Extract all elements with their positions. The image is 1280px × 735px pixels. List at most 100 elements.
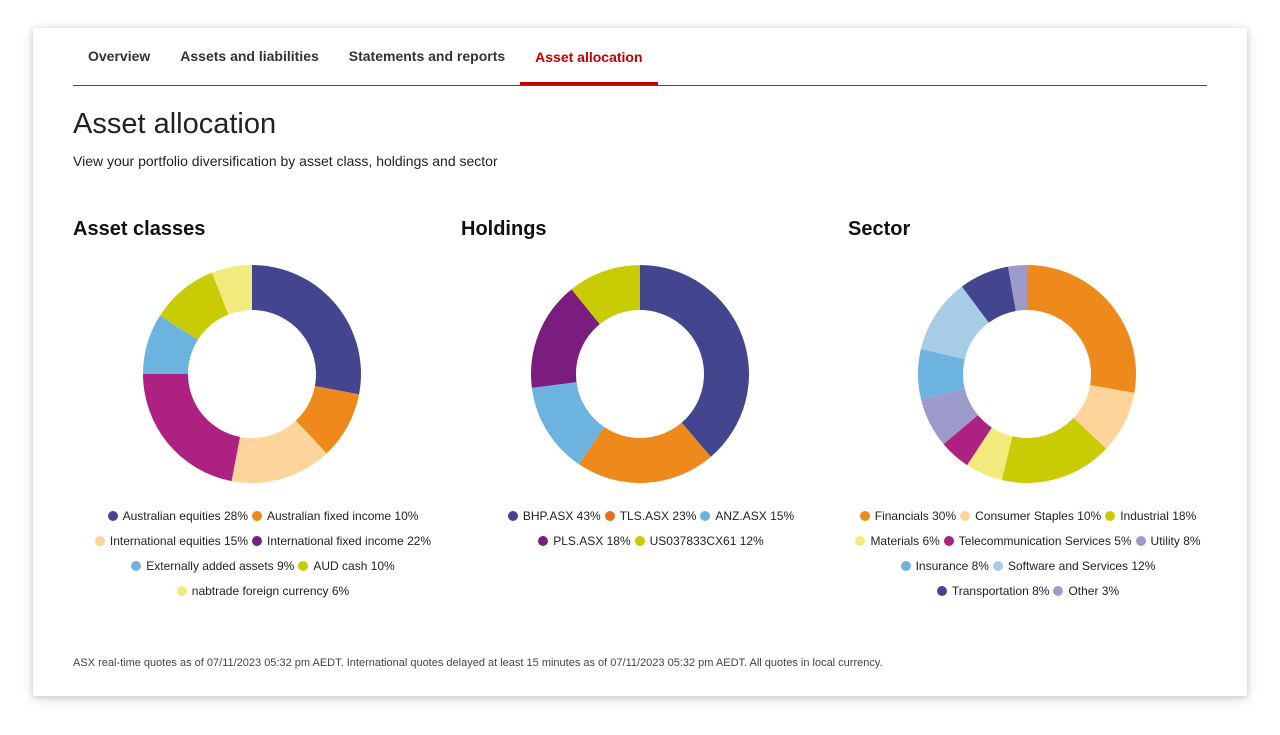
legend-row: Transportation 8% Other 3% — [828, 579, 1228, 604]
asset-classes-legend: Australian equities 28% Australian fixed … — [63, 504, 463, 604]
legend-item-anz-asx: ANZ.ASX 15% — [700, 504, 794, 529]
legend-item-aud-cash: AUD cash 10% — [298, 554, 395, 579]
legend-dot-icon — [992, 561, 1003, 571]
legend-dot-icon — [176, 586, 187, 596]
legend-row: International equities 15% International … — [63, 529, 463, 554]
legend-label: nabtrade foreign currency 6% — [191, 584, 350, 598]
legend-label: Software and Services 12% — [1007, 559, 1156, 573]
slice-anz-asx[interactable] — [531, 382, 605, 465]
legend-dot-icon — [94, 536, 105, 546]
slice-software-and-services[interactable] — [920, 286, 989, 360]
legend-label: Telecommunication Services 5% — [958, 534, 1132, 548]
holdings-legend: BHP.ASX 43% TLS.ASX 23% ANZ.ASX 15% PLS.ASX… — [451, 504, 851, 554]
legend-dot-icon — [900, 561, 911, 571]
quotes-footnote: ASX real-time quotes as of 07/11/2023 05… — [73, 657, 883, 669]
page-subtitle: View your portfolio diversification by a… — [73, 153, 498, 169]
legend-item-materials: Materials 6% — [855, 529, 940, 554]
legend-label: Consumer Staples 10% — [975, 509, 1102, 523]
legend-dot-icon — [855, 536, 866, 546]
legend-label: US037833CX61 12% — [649, 534, 764, 548]
slice-aud-cash[interactable] — [159, 272, 229, 340]
legend-label: Industrial 18% — [1120, 509, 1197, 523]
legend-label: AUD cash 10% — [313, 559, 395, 573]
slice-industrial[interactable] — [1001, 417, 1107, 483]
asset-allocation-card: Overview Assets and liabilities Statemen… — [33, 28, 1247, 696]
legend-row: nabtrade foreign currency 6% — [63, 579, 463, 604]
slice-other[interactable] — [1008, 265, 1027, 311]
sector-legend: Financials 30% Consumer Staples 10% Indust… — [828, 504, 1228, 604]
legend-row: Australian equities 28% Australian fixed … — [63, 504, 463, 529]
legend-item-nabtrade-foreign-currency: nabtrade foreign currency 6% — [176, 579, 350, 604]
legend-dot-icon — [700, 511, 711, 521]
legend-item-australian-fixed-income: Australian fixed income 10% — [252, 504, 418, 529]
slice-insurance[interactable] — [918, 348, 965, 400]
slice-materials[interactable] — [967, 427, 1013, 481]
slice-financials[interactable] — [1027, 265, 1136, 393]
slice-australian-equities[interactable] — [252, 265, 361, 395]
legend-dot-icon — [1135, 536, 1146, 546]
legend-dot-icon — [1105, 511, 1116, 521]
legend-dot-icon — [943, 536, 954, 546]
legend-dot-icon — [1053, 586, 1064, 596]
slice-international-equities[interactable] — [231, 420, 327, 483]
legend-item-financials: Financials 30% — [859, 504, 956, 529]
legend-row: BHP.ASX 43% TLS.ASX 23% ANZ.ASX 15% — [451, 504, 851, 529]
legend-label: International equities 15% — [109, 534, 248, 548]
sector-section: Sector Financials 30% Consumer Staples 10… — [848, 218, 1228, 608]
slice-externally-added-assets[interactable] — [143, 315, 198, 374]
legend-label: Utility 8% — [1150, 534, 1201, 548]
legend-item-us037833cx61: US037833CX61 12% — [634, 529, 764, 554]
tab-bar: Overview Assets and liabilities Statemen… — [73, 28, 1207, 86]
legend-dot-icon — [859, 511, 870, 521]
legend-label: International fixed income 22% — [266, 534, 432, 548]
legend-item-international-equities: International equities 15% — [94, 529, 248, 554]
legend-dot-icon — [960, 511, 971, 521]
legend-label: PLS.ASX 18% — [553, 534, 631, 548]
legend-row: Insurance 8% Software and Services 12% — [828, 554, 1228, 579]
sector-title: Sector — [848, 218, 911, 240]
legend-row: Financials 30% Consumer Staples 10% Indust… — [828, 504, 1228, 529]
slice-transportation[interactable] — [961, 266, 1016, 323]
legend-item-tls-asx: TLS.ASX 23% — [604, 504, 697, 529]
holdings-donut-chart — [531, 265, 749, 483]
legend-label: TLS.ASX 23% — [619, 509, 697, 523]
slice-telecommunication-services[interactable] — [943, 415, 992, 466]
legend-item-australian-equities: Australian equities 28% — [107, 504, 248, 529]
legend-dot-icon — [634, 536, 645, 546]
page-title: Asset allocation — [73, 108, 277, 140]
slice-utility[interactable] — [920, 388, 978, 445]
legend-dot-icon — [507, 511, 518, 521]
slice-us037833cx61[interactable] — [571, 265, 640, 325]
legend-item-telecommunication-services: Telecommunication Services 5% — [943, 529, 1132, 554]
slice-consumer-staples[interactable] — [1073, 385, 1135, 449]
legend-item-industrial: Industrial 18% — [1105, 504, 1196, 529]
asset-classes-title: Asset classes — [73, 218, 206, 240]
tab-overview[interactable]: Overview — [88, 48, 151, 64]
legend-dot-icon — [298, 561, 309, 571]
legend-item-software-and-services: Software and Services 12% — [992, 554, 1156, 579]
legend-dot-icon — [107, 511, 118, 521]
tab-statements-and-reports[interactable]: Statements and reports — [348, 48, 506, 64]
legend-dot-icon — [604, 511, 615, 521]
legend-label: BHP.ASX 43% — [522, 509, 601, 523]
legend-row: Externally added assets 9% AUD cash 10% — [63, 554, 463, 579]
legend-item-insurance: Insurance 8% — [900, 554, 989, 579]
slice-tls-asx[interactable] — [578, 422, 711, 483]
tab-assets-and-liabilities[interactable]: Assets and liabilities — [180, 48, 319, 64]
legend-item-externally-added-assets: Externally added assets 9% — [131, 554, 294, 579]
holdings-section: Holdings BHP.ASX 43% TLS.ASX 23% ANZ.ASX 1… — [461, 218, 841, 608]
asset-classes-donut-chart — [143, 265, 361, 483]
slice-international-fixed-income[interactable] — [143, 374, 241, 482]
slice-nabtrade-foreign-currency[interactable] — [211, 265, 252, 315]
legend-item-utility: Utility 8% — [1135, 529, 1201, 554]
slice-bhp-asx[interactable] — [640, 265, 749, 457]
slice-pls-asx[interactable] — [531, 289, 600, 388]
tab-asset-allocation[interactable]: Asset allocation — [520, 28, 658, 85]
sector-donut-chart — [918, 265, 1136, 483]
legend-label: Other 3% — [1068, 584, 1120, 598]
legend-item-transportation: Transportation 8% — [936, 579, 1049, 604]
legend-item-pls-asx: PLS.ASX 18% — [538, 529, 631, 554]
legend-dot-icon — [131, 561, 142, 571]
legend-dot-icon — [251, 536, 262, 546]
slice-australian-fixed-income[interactable] — [295, 385, 360, 454]
